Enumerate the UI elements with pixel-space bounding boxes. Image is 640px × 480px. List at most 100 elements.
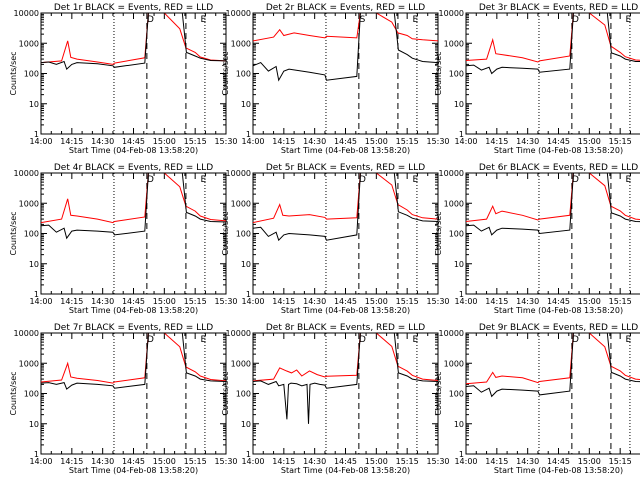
panel-title: Det 4r BLACK = Events, RED = LLD: [54, 163, 213, 173]
marker-label: E: [413, 175, 419, 185]
series-line-events: [466, 13, 640, 75]
x-tick-label: 14:00: [241, 137, 264, 146]
y-tick-label: 1000: [231, 359, 251, 368]
x-tick-label: 15:00: [153, 457, 176, 466]
series-line-events: [253, 333, 438, 424]
y-tick-label: 10: [454, 420, 464, 429]
marker-label: E: [413, 15, 419, 25]
x-tick-label: 15:00: [578, 297, 601, 306]
x-tick-label: 14:30: [91, 457, 114, 466]
marker-label: E: [626, 175, 632, 185]
x-tick-label: 14:30: [91, 297, 114, 306]
y-axis-label: Counts/sec: [9, 51, 18, 95]
y-tick-label: 1: [246, 290, 251, 299]
x-tick-label: 15:00: [365, 297, 388, 306]
series-line-events: [466, 173, 640, 236]
x-tick-label: 15:30: [426, 297, 449, 306]
panel-1: Det 1r BLACK = Events, RED = LLD D E 1 10 100…: [9, 3, 238, 155]
x-tick-label: 15:00: [578, 457, 601, 466]
panel-title: Det 9r BLACK = Events, RED = LLD: [479, 323, 638, 333]
x-tick-label: 15:00: [365, 457, 388, 466]
y-tick-label: 10: [29, 260, 39, 269]
series-line-lld: [253, 13, 438, 42]
x-tick-label: 15:15: [609, 297, 632, 306]
marker-label: E: [201, 335, 207, 345]
x-tick-label: 15:30: [426, 137, 449, 146]
x-tick-label: 14:45: [122, 137, 145, 146]
y-tick-label: 1: [34, 290, 39, 299]
x-tick-label: 14:30: [91, 137, 114, 146]
series-line-lld: [253, 333, 438, 382]
y-tick-label: 10: [241, 100, 251, 109]
y-tick-label: 100: [236, 70, 251, 79]
panel-title: Det 3r BLACK = Events, RED = LLD: [479, 3, 638, 13]
x-axis-label: Start Time (04-Feb-08 13:58:20): [281, 466, 410, 475]
panel-5: Det 5r BLACK = Events, RED = LLD D E 1 10 100…: [221, 163, 450, 315]
y-axis-label: Counts/sec: [434, 51, 443, 95]
x-tick-label: 15:30: [214, 137, 237, 146]
series-line-events: [253, 173, 438, 242]
y-tick-label: 10000: [439, 169, 464, 178]
series-group: [253, 13, 438, 82]
plot-frame: [465, 172, 640, 295]
y-tick-label: 10: [454, 100, 464, 109]
y-tick-label: 1: [459, 290, 464, 299]
x-tick-label: 14:15: [485, 137, 508, 146]
plot-frame: [252, 172, 439, 295]
y-tick-label: 1000: [231, 39, 251, 48]
x-tick-label: 15:15: [396, 297, 419, 306]
series-line-events: [253, 13, 438, 82]
x-tick-label: 14:45: [334, 457, 357, 466]
series-line-lld: [466, 333, 640, 385]
y-tick-label: 1: [246, 130, 251, 139]
y-tick-label: 10000: [226, 329, 251, 338]
plot-frame: [40, 172, 227, 295]
x-tick-label: 14:45: [122, 457, 145, 466]
y-tick-label: 10000: [226, 169, 251, 178]
x-tick-label: 15:00: [365, 137, 388, 146]
x-tick-label: 14:30: [303, 137, 326, 146]
y-tick-label: 10000: [14, 329, 39, 338]
series-group: [466, 173, 640, 236]
x-tick-label: 14:00: [454, 137, 477, 146]
x-tick-label: 14:15: [272, 137, 295, 146]
x-tick-label: 14:45: [547, 137, 570, 146]
marker-label: D: [147, 335, 154, 345]
y-tick-label: 1000: [19, 39, 39, 48]
marker-label: D: [359, 175, 366, 185]
x-tick-label: 14:00: [454, 457, 477, 466]
x-tick-label: 14:00: [454, 297, 477, 306]
y-tick-label: 10000: [14, 9, 39, 18]
x-tick-label: 15:00: [578, 137, 601, 146]
panel-title: Det 7r BLACK = Events, RED = LLD: [54, 323, 213, 333]
panel-title: Det 6r BLACK = Events, RED = LLD: [479, 163, 638, 173]
y-tick-label: 1: [459, 130, 464, 139]
y-axis-label: Counts/sec: [434, 371, 443, 415]
y-tick-label: 100: [449, 230, 464, 239]
y-tick-label: 10000: [439, 329, 464, 338]
x-tick-label: 15:30: [426, 457, 449, 466]
y-axis-label: Counts/sec: [434, 211, 443, 255]
x-tick-label: 14:30: [303, 297, 326, 306]
y-tick-label: 100: [236, 230, 251, 239]
x-tick-label: 15:00: [153, 297, 176, 306]
x-tick-label: 15:15: [184, 457, 207, 466]
series-line-lld: [41, 173, 226, 224]
panel-3: Det 3r BLACK = Events, RED = LLD D E 1 10 100…: [434, 3, 640, 155]
series-group: [41, 333, 226, 390]
panel-6: Det 6r BLACK = Events, RED = LLD D E 1 10 100…: [434, 163, 640, 315]
marker-label: D: [359, 335, 366, 345]
y-tick-label: 1: [34, 130, 39, 139]
x-tick-label: 14:45: [547, 457, 570, 466]
x-tick-label: 14:15: [60, 297, 83, 306]
x-tick-label: 14:15: [60, 137, 83, 146]
series-line-lld: [466, 13, 640, 63]
x-axis-label: Start Time (04-Feb-08 13:58:20): [494, 466, 623, 475]
series-group: [253, 333, 438, 424]
y-axis-label: Counts/sec: [221, 371, 230, 415]
panel-title: Det 8r BLACK = Events, RED = LLD: [266, 323, 425, 333]
x-tick-label: 14:45: [122, 297, 145, 306]
panel-4: Det 4r BLACK = Events, RED = LLD D E 1 10 100…: [9, 163, 238, 315]
marker-label: S: [360, 15, 366, 25]
